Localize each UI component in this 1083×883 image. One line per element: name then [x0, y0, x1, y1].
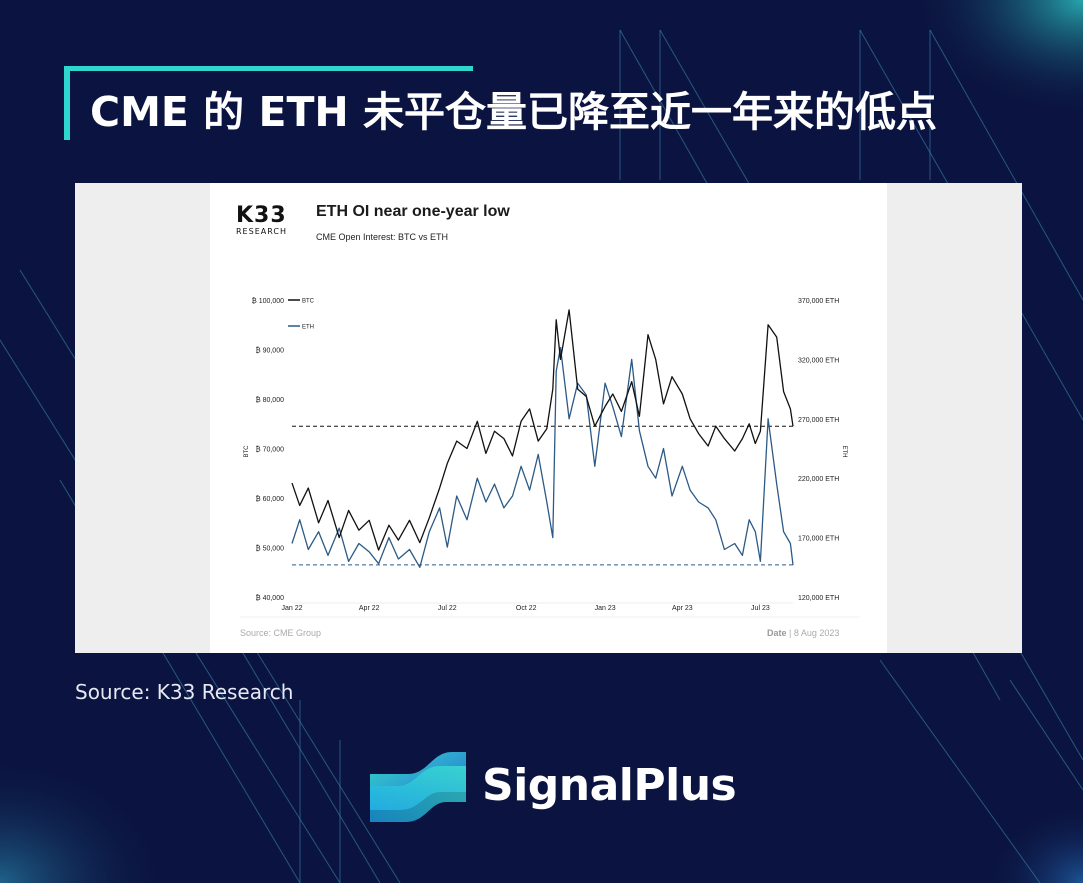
right-axis-tick-label: 270,000 ETH	[798, 417, 839, 424]
headline-accent-bar	[64, 66, 473, 71]
x-axis-tick-label: Jan 22	[281, 605, 302, 612]
left-axis-tick-label: ₿ 70,000	[255, 446, 284, 454]
oi-line-chart: ₿ 40,000 ₿ 50,000 ₿ 60,000 ₿ 70,000 ₿ 80,000…	[240, 297, 860, 618]
series-line-eth	[291, 346, 794, 568]
source-caption: Source: K33 Research	[75, 680, 294, 704]
x-axis-tick-label: Oct 22	[516, 605, 537, 612]
right-axis-tick-label: 320,000 ETH	[798, 357, 839, 364]
left-axis-tick-label: ₿ 40,000	[255, 594, 284, 602]
right-axis-tick-label: 220,000 ETH	[798, 476, 839, 483]
signalplus-wave-icon	[370, 752, 466, 822]
logo-top-text: K33	[236, 203, 287, 228]
chart-footer-date: Date | 8 Aug 2023	[767, 628, 839, 638]
k33-research-logo: K33 RESEARCH	[236, 205, 287, 236]
right-axis-tick-label: 370,000 ETH	[798, 298, 839, 305]
left-axis-tick-label: ₿ 80,000	[255, 396, 284, 404]
legend-label-btc: BTC	[302, 299, 315, 305]
x-axis-tick-label: Jul 23	[751, 605, 770, 612]
chart-title: ETH OI near one-year low	[316, 203, 510, 220]
page-headline: CME 的 ETH 未平仓量已降至近一年来的低点	[90, 88, 938, 136]
logo-bottom-text: RESEARCH	[236, 227, 287, 236]
legend-label-eth: ETH	[302, 325, 314, 331]
footer-date-label: Date	[767, 628, 787, 638]
right-axis-tick-label: 170,000 ETH	[798, 536, 839, 543]
chart-subtitle: CME Open Interest: BTC vs ETH	[316, 232, 449, 242]
left-axis-tick-label: ₿ 100,000	[252, 297, 285, 305]
left-axis-tick-label: ₿ 50,000	[255, 545, 284, 553]
x-axis-tick-label: Jul 22	[438, 605, 457, 612]
headline-accent-tick	[64, 66, 70, 140]
left-axis-tick-label: ₿ 60,000	[255, 495, 284, 503]
x-axis-tick-label: Apr 23	[672, 605, 693, 612]
right-axis-tick-label: 120,000 ETH	[798, 595, 839, 602]
x-axis-tick-label: Jan 23	[595, 605, 616, 612]
x-axis-tick-label: Apr 22	[359, 605, 380, 612]
footer-date-value: | 8 Aug 2023	[789, 628, 840, 638]
right-axis-label: ETH	[841, 446, 847, 458]
left-axis-tick-label: ₿ 90,000	[255, 347, 284, 355]
series-line-btc	[291, 309, 794, 551]
brand-name: SignalPlus	[482, 760, 737, 811]
chart-footer-source: Source: CME Group	[240, 628, 322, 638]
left-axis-label: BTC	[244, 445, 250, 458]
